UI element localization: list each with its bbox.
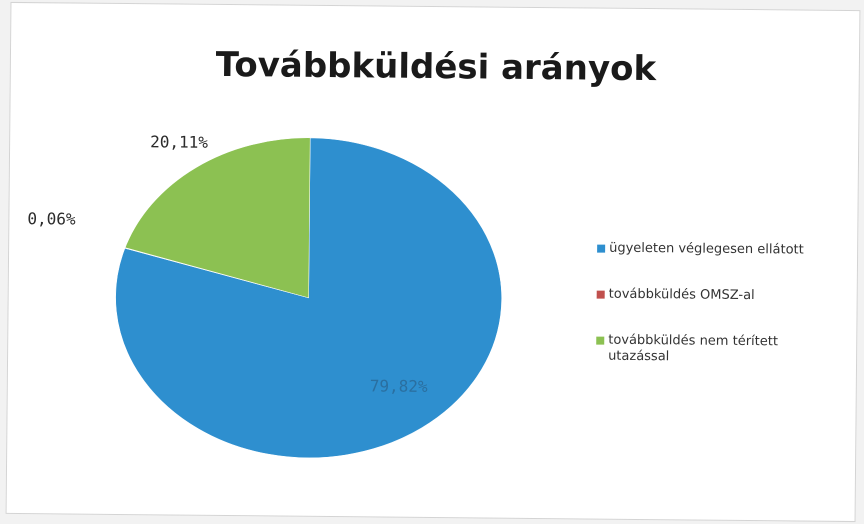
legend-swatch-red [596, 290, 605, 299]
data-label-blue-slice: 79,82% [369, 376, 428, 396]
legend-item-utazas: továbbküldés nem térített utazással [596, 333, 846, 367]
legend: ügyeleten véglegesen ellátott továbbküld… [596, 241, 847, 397]
pie-slice-utazas [124, 137, 311, 299]
legend-swatch-blue [597, 244, 606, 253]
chart-title: Továbbküldési arányok [215, 44, 657, 90]
legend-item-omsz: továbbküldés OMSZ-al [596, 286, 847, 305]
pie-slice-ellatott [115, 137, 502, 459]
legend-label: továbbküldés nem térített utazással [608, 332, 779, 365]
chart-frame: Továbbküldési arányok 20,11% 0,06% 79,82… [5, 1, 861, 523]
legend-item-ellatott: ügyeleten véglegesen ellátott [597, 241, 847, 259]
legend-label: továbbküldés OMSZ-al [608, 286, 755, 304]
legend-swatch-green [596, 336, 605, 345]
pie-chart [115, 137, 502, 459]
data-label-red-slice: 0,06% [27, 209, 76, 229]
data-label-green-slice: 20,11% [150, 132, 209, 152]
legend-label: ügyeleten véglegesen ellátott [609, 240, 804, 258]
